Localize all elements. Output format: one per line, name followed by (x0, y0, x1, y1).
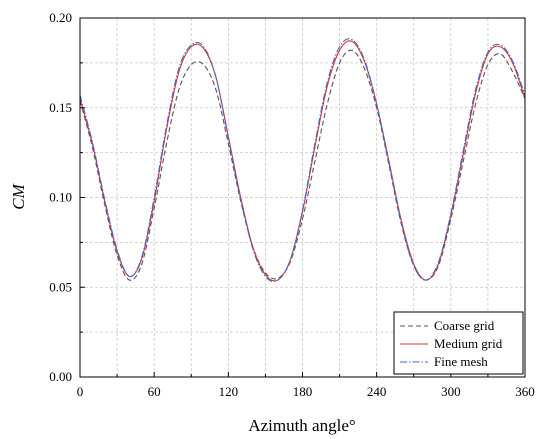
x-tick-label: 120 (219, 384, 239, 399)
x-tick-label: 60 (148, 384, 161, 399)
grid (80, 18, 525, 377)
legend-label: Coarse grid (434, 318, 495, 333)
series-line-coarse-grid (79, 49, 526, 281)
y-tick-label: 0.00 (49, 369, 72, 384)
x-tick-label: 240 (367, 384, 387, 399)
y-tick-label: 0.05 (49, 279, 72, 294)
tick-labels: 0 60 120 180 240 300 360 0.00 0.05 0.10 0.15 0.20 (49, 10, 535, 399)
x-tick-label: 180 (293, 384, 313, 399)
x-tick-label: 0 (77, 384, 84, 399)
legend-label: Fine mesh (434, 354, 488, 369)
x-tick-label: 300 (441, 384, 461, 399)
series-layer (79, 38, 526, 283)
y-tick-label: 0.20 (49, 10, 72, 25)
y-tick-label: 0.10 (49, 190, 72, 205)
y-axis-title: CM (9, 183, 28, 209)
series-line-medium-grid (79, 40, 526, 282)
legend-label: Medium grid (434, 336, 503, 351)
x-axis-title: Azimuth angle° (248, 416, 355, 435)
x-tick-label: 360 (515, 384, 535, 399)
legend: Coarse grid Medium grid Fine mesh (393, 311, 524, 375)
series-line-fine-mesh (79, 38, 526, 283)
legend-box (393, 311, 524, 375)
y-tick-label: 0.15 (49, 100, 72, 115)
